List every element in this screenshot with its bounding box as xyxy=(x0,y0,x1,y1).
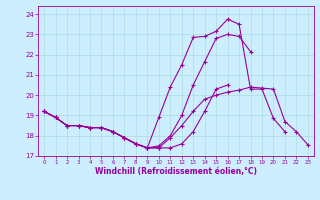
X-axis label: Windchill (Refroidissement éolien,°C): Windchill (Refroidissement éolien,°C) xyxy=(95,167,257,176)
